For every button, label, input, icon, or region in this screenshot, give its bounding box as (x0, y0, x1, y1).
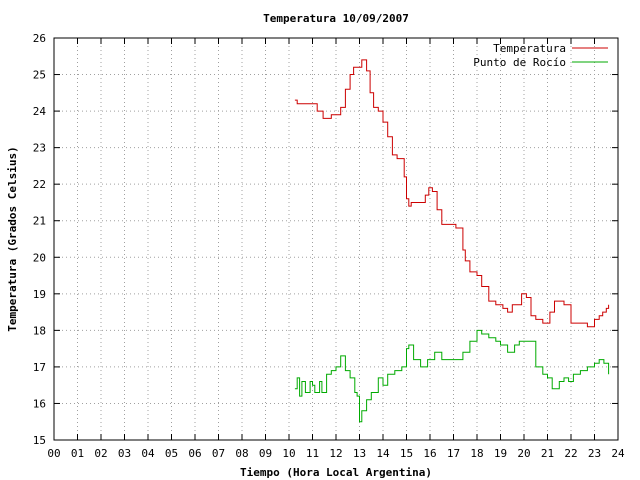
x-tick-label: 22 (564, 447, 577, 460)
series-line-0 (294, 59, 610, 328)
x-tick-label: 12 (329, 447, 342, 460)
x-tick-label: 10 (282, 447, 295, 460)
y-tick-label: 18 (33, 324, 46, 337)
x-tick-label: 15 (400, 447, 413, 460)
x-tick-label: 00 (47, 447, 60, 460)
y-tick-label: 23 (33, 142, 46, 155)
y-tick-label: 16 (33, 397, 46, 410)
y-tick-label: 15 (33, 434, 46, 447)
y-tick-label: 21 (33, 215, 46, 228)
x-tick-label: 13 (353, 447, 366, 460)
x-tick-label: 01 (71, 447, 84, 460)
x-tick-label: 23 (588, 447, 601, 460)
y-tick-label: 26 (33, 32, 46, 45)
axis-ticks (53, 37, 619, 441)
series-line-1 (294, 329, 610, 423)
x-tick-label: 04 (141, 447, 155, 460)
legend-label-1: Punto de Rocío (473, 56, 566, 69)
y-tick-label: 24 (33, 105, 47, 118)
x-tick-label: 07 (212, 447, 225, 460)
x-tick-label: 06 (188, 447, 201, 460)
x-tick-label: 16 (423, 447, 436, 460)
y-tick-label: 20 (33, 251, 46, 264)
x-axis-label: Tiempo (Hora Local Argentina) (240, 466, 432, 479)
x-tick-label: 02 (94, 447, 107, 460)
x-tick-label: 09 (259, 447, 272, 460)
x-tick-label: 21 (541, 447, 554, 460)
y-axis-label: Temperatura (Grados Celsius) (6, 146, 19, 331)
x-tick-label: 20 (517, 447, 530, 460)
series-lines (294, 59, 610, 423)
y-tick-label: 17 (33, 361, 46, 374)
x-tick-label: 17 (447, 447, 460, 460)
x-tick-label: 11 (306, 447, 319, 460)
x-axis-tick-labels: 00 01 02 03 04 05 06 07 08 09 10 11 12 13 14 15 16 17 18 19… (47, 447, 625, 460)
grid-lines (54, 38, 618, 440)
x-tick-label: 05 (165, 447, 178, 460)
x-tick-label: 18 (470, 447, 483, 460)
legend-label-0: Temperatura (493, 42, 566, 55)
y-axis-tick-labels: 15 16 17 18 19 20 21 22 23 24 25 26 (33, 32, 47, 447)
x-tick-label: 03 (118, 447, 131, 460)
x-tick-label: 24 (611, 447, 625, 460)
x-tick-label: 08 (235, 447, 248, 460)
y-tick-label: 22 (33, 178, 46, 191)
y-tick-label: 19 (33, 288, 46, 301)
chart-title: Temperatura 10/09/2007 (263, 12, 409, 25)
x-tick-label: 14 (376, 447, 390, 460)
y-tick-label: 25 (33, 69, 46, 82)
x-tick-label: 19 (494, 447, 507, 460)
